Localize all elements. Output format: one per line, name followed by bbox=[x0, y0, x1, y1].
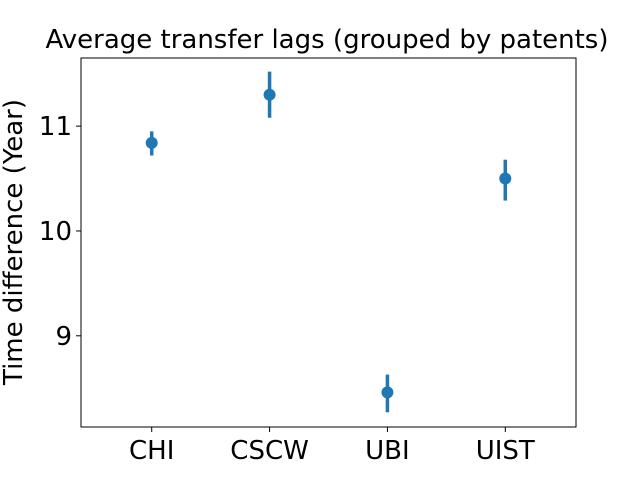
y-tick-label: 11 bbox=[39, 112, 72, 142]
data-point bbox=[263, 88, 276, 101]
data-marks bbox=[145, 71, 512, 413]
x-axis: CHI CSCW UBI UIST bbox=[129, 427, 535, 466]
y-tick-label: 9 bbox=[55, 322, 72, 352]
y-axis: 9 10 11 bbox=[39, 112, 81, 352]
x-tick-label: UIST bbox=[476, 436, 535, 466]
x-tick-label: UBI bbox=[365, 436, 410, 466]
data-point bbox=[381, 386, 394, 399]
x-tick-label: CHI bbox=[129, 436, 174, 466]
data-point bbox=[499, 172, 512, 185]
chart-title: Average transfer lags (grouped by patent… bbox=[45, 25, 608, 55]
x-tick-label: CSCW bbox=[230, 436, 309, 466]
y-tick-label: 10 bbox=[39, 217, 72, 247]
y-axis-label: Time difference (Year) bbox=[0, 99, 29, 386]
plot-frame bbox=[80, 57, 577, 428]
data-point bbox=[145, 136, 158, 149]
